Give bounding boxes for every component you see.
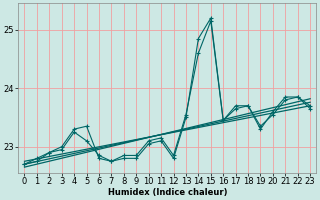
X-axis label: Humidex (Indice chaleur): Humidex (Indice chaleur) (108, 188, 227, 197)
